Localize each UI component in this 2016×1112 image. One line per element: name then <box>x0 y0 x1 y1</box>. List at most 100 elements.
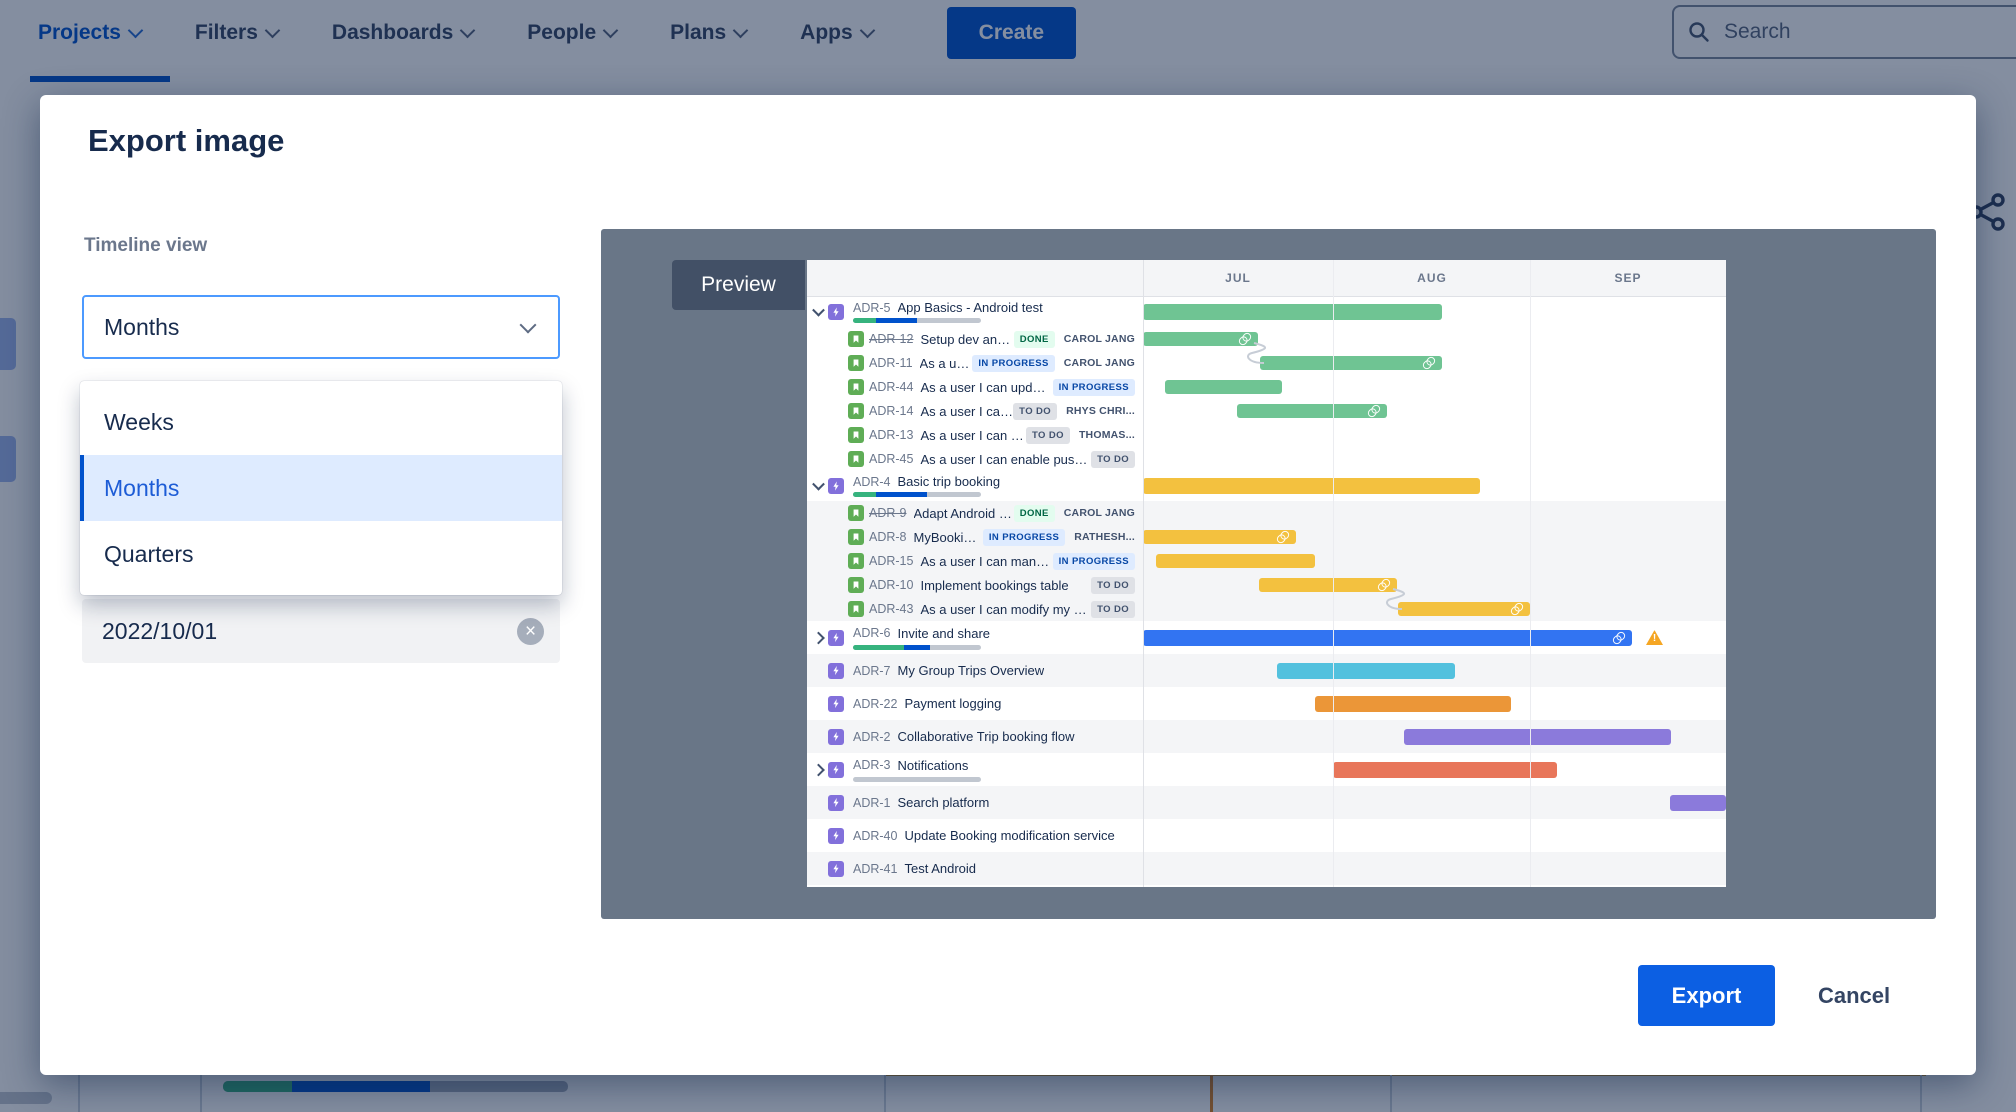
issue-title: As a user I can modify my booking <box>920 601 1091 617</box>
row-text-line: ADR-2 Collaborative Trip booking flow <box>807 720 1135 753</box>
gantt-bar-adr-3[interactable] <box>1333 761 1557 778</box>
timeline-row-adr-6[interactable]: ADR-6 Invite and share! <box>807 621 1726 654</box>
issue-title: As a user I can manage my profile <box>920 553 1052 569</box>
issue-title: MyBookings page <box>913 529 983 545</box>
assignee-name: THOMAS... <box>1078 429 1135 441</box>
chart-grid-line <box>1143 260 1144 887</box>
timeline-row-adr-11[interactable]: ADR-11 As a user I can log i...IN PROGRES… <box>807 351 1726 375</box>
clear-date-icon[interactable]: × <box>517 617 544 645</box>
issue-title: Invite and share <box>897 625 991 641</box>
timeline-row-adr-14[interactable]: ADR-14 As a user I can create a c...TO DO… <box>807 399 1726 423</box>
cancel-button[interactable]: Cancel <box>1800 965 1908 1026</box>
status-badge: DONE <box>1013 504 1055 522</box>
gantt-bar-adr-43[interactable] <box>1398 601 1530 617</box>
gantt-bar-adr-15[interactable] <box>1156 554 1315 568</box>
link-icon <box>1376 577 1392 593</box>
timeline-row-adr-8[interactable]: ADR-8 MyBookings pageIN PROGRESS RATHESH..… <box>807 525 1726 549</box>
timeline-row-adr-43[interactable]: ADR-43 As a user I can modify my bookingT… <box>807 597 1726 621</box>
issue-key: ADR-43 <box>869 602 914 616</box>
row-timeline-cell <box>1143 399 1726 423</box>
row-list-cell: ADR-11 As a user I can log i...IN PROGRES… <box>807 351 1143 375</box>
status-badge: TO DO <box>1026 426 1070 444</box>
row-list-cell: ADR-5 App Basics - Android test <box>807 297 1143 327</box>
row-timeline-cell <box>1143 375 1726 399</box>
menu-option-quarters[interactable]: Quarters <box>104 540 194 567</box>
timeline-row-adr-41[interactable]: ADR-41 Test Android <box>807 852 1726 885</box>
gantt-bar-adr-12[interactable] <box>1143 331 1258 347</box>
link-icon <box>1611 629 1627 646</box>
gantt-bar-adr-10[interactable] <box>1259 577 1397 593</box>
status-badge: TO DO <box>1013 402 1058 420</box>
progress-done <box>853 318 877 323</box>
row-text-line: ADR-7 My Group Trips Overview <box>807 654 1135 687</box>
timeline-row-adr-22[interactable]: ADR-22 Payment logging <box>807 687 1726 720</box>
row-list-cell: ADR-1 Search platform <box>807 786 1143 819</box>
link-icon <box>1509 601 1525 617</box>
row-timeline-cell <box>1143 327 1726 351</box>
timeline-row-adr-3[interactable]: ADR-3 Notifications <box>807 753 1726 786</box>
gantt-bar-adr-6[interactable] <box>1143 629 1632 646</box>
story-icon <box>848 577 864 593</box>
row-list-cell: ADR-14 As a user I can create a c...TO DO… <box>807 399 1143 423</box>
month-label: AUG <box>1417 271 1447 285</box>
timeline-row-adr-7[interactable]: ADR-7 My Group Trips Overview <box>807 654 1726 687</box>
row-list-cell: ADR-2 Collaborative Trip booking flow <box>807 720 1143 753</box>
menu-option-weeks[interactable]: Weeks <box>104 408 174 435</box>
story-icon <box>848 379 864 395</box>
gantt-bar-adr-5[interactable] <box>1143 304 1442 320</box>
row-list-cell: ADR-45 As a user I can enable push notifi… <box>807 447 1143 471</box>
row-list-cell: ADR-13 As a user I can log into the...TO … <box>807 423 1143 447</box>
row-text-line: ADR-12 Setup dev and and build e...DONE CA… <box>807 327 1135 351</box>
gantt-bar-adr-11[interactable] <box>1260 355 1442 371</box>
timeline-row-adr-44[interactable]: ADR-44 As a user I can update my login d.… <box>807 375 1726 399</box>
epic-progress-bar <box>853 492 981 497</box>
icon-glyph <box>833 698 839 709</box>
issue-key: ADR-45 <box>869 452 914 466</box>
timeline-row-adr-1[interactable]: ADR-1 Search platform <box>807 786 1726 819</box>
row-list-cell: ADR-44 As a user I can update my login d.… <box>807 375 1143 399</box>
timeline-view-select[interactable]: Months <box>82 295 560 359</box>
status-badge: IN PROGRESS <box>982 528 1066 546</box>
timeline-row-adr-15[interactable]: ADR-15 As a user I can manage my profileI… <box>807 549 1726 573</box>
row-text-line: ADR-45 As a user I can enable push notifi… <box>807 447 1135 471</box>
row-list-cell: ADR-41 Test Android <box>807 852 1143 885</box>
timeline-row-adr-13[interactable]: ADR-13 As a user I can log into the...TO … <box>807 423 1726 447</box>
timeline-view-label: Timeline view <box>84 235 208 256</box>
issue-key: ADR-9 <box>869 506 907 520</box>
issue-title: As a user I can log into the... <box>920 427 1026 443</box>
timeline-row-adr-12[interactable]: ADR-12 Setup dev and and build e...DONE CA… <box>807 327 1726 351</box>
row-timeline-cell <box>1143 471 1726 501</box>
timeline-row-adr-40[interactable]: ADR-40 Update Booking modification servic… <box>807 819 1726 852</box>
month-label: JUL <box>1225 271 1251 285</box>
row-text-line: ADR-13 As a user I can log into the...TO … <box>807 423 1135 447</box>
row-text-line: ADR-41 Test Android <box>807 852 1135 885</box>
timeline-row-adr-5[interactable]: ADR-5 App Basics - Android test <box>807 297 1726 327</box>
gantt-bar-adr-14[interactable] <box>1237 403 1387 419</box>
row-timeline-cell <box>1143 720 1726 753</box>
story-icon <box>848 451 864 467</box>
timeline-row-adr-10[interactable]: ADR-10 Implement bookings table TO DO <box>807 573 1726 597</box>
gantt-bar-adr-2[interactable] <box>1404 728 1671 745</box>
status-badge: TO DO <box>1091 576 1135 594</box>
epic-progress-bar <box>853 645 981 650</box>
issue-title: Payment logging <box>904 696 1002 711</box>
timeline-row-adr-4[interactable]: ADR-4 Basic trip booking <box>807 471 1726 501</box>
gantt-bar-adr-44[interactable] <box>1165 380 1282 394</box>
gantt-bar-adr-1[interactable] <box>1670 794 1726 811</box>
link-icon <box>1275 529 1291 545</box>
epic-progress-bar <box>853 318 981 323</box>
gantt-bar-adr-8[interactable] <box>1143 529 1296 545</box>
export-button[interactable]: Export <box>1638 965 1775 1026</box>
timeline-row-adr-45[interactable]: ADR-45 As a user I can enable push notifi… <box>807 447 1726 471</box>
issue-key: ADR-22 <box>853 696 898 711</box>
issue-key: ADR-8 <box>869 530 907 544</box>
menu-option-months[interactable]: Months <box>80 455 562 521</box>
date-field[interactable]: 2022/10/01 × <box>82 599 560 663</box>
gantt-bar-adr-4[interactable] <box>1143 478 1480 494</box>
timeline-row-adr-2[interactable]: ADR-2 Collaborative Trip booking flow <box>807 720 1726 753</box>
row-timeline-cell <box>1143 687 1726 720</box>
epic-progress-bar <box>853 777 981 782</box>
gantt-bar-adr-22[interactable] <box>1315 695 1511 712</box>
timeline-row-adr-9[interactable]: ADR-9 Adapt Android app to new...DONE CARO… <box>807 501 1726 525</box>
gantt-bar-adr-7[interactable] <box>1277 662 1455 679</box>
